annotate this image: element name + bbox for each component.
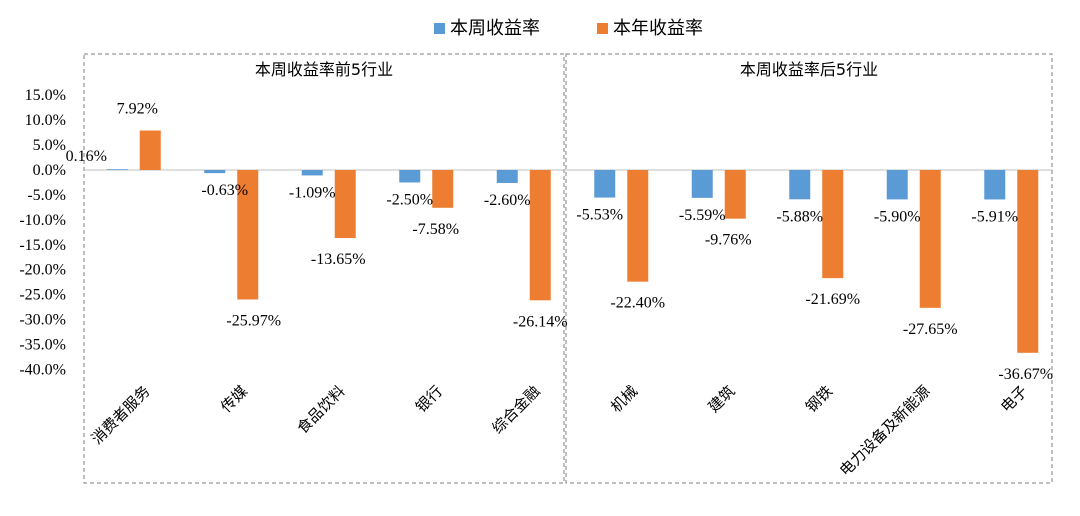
data-label-weekly: -5.59%: [679, 207, 726, 224]
y-tick-label: -40.0%: [19, 361, 66, 378]
bar-weekly: [691, 170, 713, 198]
y-tick-label: -35.0%: [19, 336, 66, 353]
y-tick-label: 5.0%: [33, 137, 66, 154]
data-label-yearly: -7.58%: [412, 221, 459, 238]
x-tick-label: 电子: [997, 382, 1031, 416]
data-label-yearly: -25.97%: [226, 312, 281, 329]
y-tick-label: -15.0%: [19, 237, 66, 254]
legend-swatch-weekly: [434, 23, 445, 34]
data-label-weekly: -2.50%: [386, 191, 433, 208]
bar-yearly: [139, 130, 161, 170]
bar-yearly: [237, 170, 259, 300]
data-label-weekly: -1.09%: [289, 184, 336, 201]
data-label-weekly: 0.16%: [66, 148, 107, 165]
bar-yearly: [432, 170, 454, 208]
data-label-weekly: -5.53%: [576, 207, 623, 224]
data-label-weekly: -5.90%: [874, 208, 921, 225]
data-label-weekly: -0.63%: [201, 182, 248, 199]
group-title-1: 本周收益率前5行业: [255, 60, 393, 79]
y-tick-label: 15.0%: [25, 87, 66, 104]
x-tick-label: 消费者服务: [88, 382, 154, 448]
data-label-weekly: -5.91%: [971, 208, 1018, 225]
bar-yearly: [529, 170, 551, 301]
x-tick-label: 传媒: [217, 382, 251, 416]
bar-weekly: [789, 170, 811, 200]
data-label-yearly: -36.67%: [998, 366, 1053, 383]
x-tick-label: 建筑: [705, 382, 739, 416]
bar-weekly: [594, 170, 616, 198]
x-tick-label: 食品饮料: [293, 382, 348, 437]
bar-yearly: [822, 170, 844, 279]
data-label-yearly: -9.76%: [705, 232, 752, 249]
y-tick-label: -10.0%: [19, 212, 66, 229]
bar-weekly: [106, 169, 128, 171]
x-tick-label: 银行: [412, 382, 446, 416]
x-tick-label: 钢铁: [802, 382, 836, 416]
data-label-yearly: 7.92%: [117, 101, 158, 118]
legend-label-yearly: 本年收益率: [613, 18, 703, 39]
bar-weekly: [301, 170, 323, 176]
bar-weekly: [204, 170, 226, 174]
data-label-yearly: -22.40%: [610, 295, 665, 312]
data-label-weekly: -5.88%: [776, 208, 823, 225]
bar-weekly: [496, 170, 518, 183]
bar-weekly: [984, 170, 1006, 200]
bar-yearly: [1017, 170, 1039, 353]
x-tick-label: 机械: [607, 382, 641, 416]
bar-yearly: [919, 170, 941, 308]
group-title-2: 本周收益率后5行业: [740, 60, 878, 79]
legend-swatch-yearly: [597, 23, 608, 34]
y-tick-label: 10.0%: [25, 112, 66, 129]
bar-weekly: [886, 170, 908, 200]
bar-yearly: [724, 170, 746, 219]
bar-weekly: [399, 170, 421, 183]
bar-yearly: [334, 170, 356, 239]
x-tick-label: 综合金融: [488, 382, 543, 437]
x-tick-label: 电力设备及新能源: [836, 382, 934, 480]
bar-yearly: [627, 170, 649, 282]
data-label-yearly: -27.65%: [903, 321, 958, 338]
data-label-yearly: -13.65%: [311, 251, 366, 268]
group-box-1: [83, 53, 565, 484]
y-tick-label: 0.0%: [33, 162, 66, 179]
group-box-2: [565, 53, 1053, 484]
legend-label-weekly: 本周收益率: [450, 18, 540, 39]
y-tick-label: -5.0%: [27, 187, 66, 204]
data-label-yearly: -26.14%: [513, 313, 568, 330]
y-tick-label: -25.0%: [19, 287, 66, 304]
data-label-weekly: -2.60%: [484, 192, 531, 209]
data-label-yearly: -21.69%: [805, 291, 860, 308]
y-tick-label: -20.0%: [19, 262, 66, 279]
y-tick-label: -30.0%: [19, 312, 66, 329]
